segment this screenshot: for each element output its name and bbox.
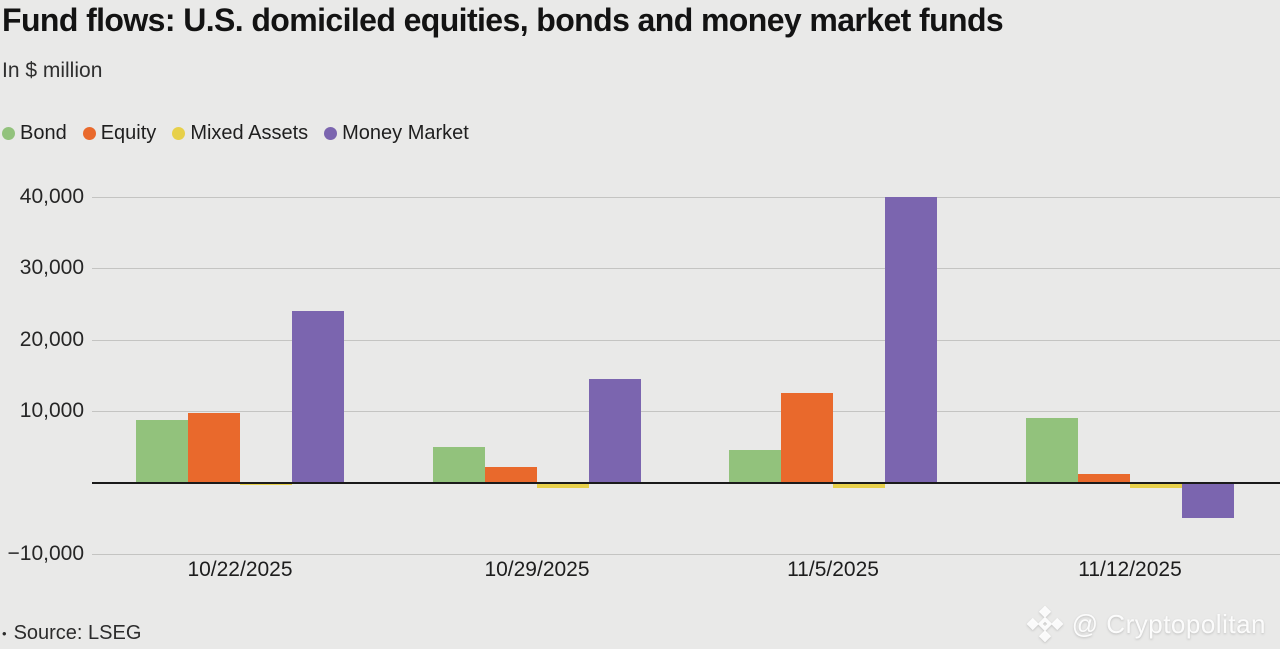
legend-dot-icon: [82, 127, 96, 140]
y-tick-label: −10,000: [7, 542, 85, 565]
bar-equity: [485, 466, 537, 483]
bar-money-market: [589, 378, 641, 483]
legend-item-money-market: Money Market: [324, 122, 469, 145]
binance-diamond-icon: [1026, 606, 1063, 642]
legend-label: Money Market: [342, 122, 469, 144]
bar-bond: [1026, 418, 1078, 483]
y-tick-label: 40,000: [19, 184, 84, 208]
y-grid-line: [92, 411, 1280, 412]
source-line: • Source: LSEG: [2, 622, 141, 645]
bullet-icon: •: [2, 625, 7, 641]
bar-equity: [1078, 473, 1130, 483]
page-title: Fund flows: U.S. domiciled equities, bon…: [2, 2, 1004, 38]
y-tick-label: 10,000: [19, 399, 84, 422]
legend-item-mixed-assets: Mixed Assets: [172, 122, 308, 145]
legend-label: Equity: [100, 122, 157, 144]
chart-unit-label: In $ million: [2, 59, 103, 82]
legend-item-bond: Bond: [2, 122, 67, 145]
bar-bond: [136, 419, 188, 483]
legend-dot-icon: [172, 127, 186, 140]
y-grid-line: [92, 268, 1280, 269]
watermark: @ Cryptopolitan: [1026, 606, 1266, 642]
watermark-text: @ Cryptopolitan: [1071, 608, 1266, 639]
bar-bond: [433, 447, 485, 483]
bar-money-market: [292, 310, 344, 483]
bar-bond: [729, 450, 781, 483]
x-tick-label: 11/12/2025: [1078, 558, 1182, 581]
x-tick-label: 10/22/2025: [187, 558, 293, 581]
x-tick-label: 10/29/2025: [484, 558, 590, 581]
bar-money-market: [1182, 482, 1234, 519]
y-tick-label: 20,000: [19, 327, 84, 351]
zero-axis-line: [92, 481, 1280, 484]
bar-equity: [188, 413, 240, 483]
legend: Bond Equity Mixed Assets Money Market: [2, 122, 469, 145]
bar-money-market: [885, 196, 937, 483]
y-grid-line: [92, 554, 1280, 555]
legend-dot-icon: [2, 127, 15, 140]
legend-dot-icon: [324, 127, 338, 140]
bar-mixed-assets: [1130, 482, 1182, 488]
y-grid-line: [92, 196, 1280, 198]
bar-mixed-assets: [833, 482, 885, 488]
bar-mixed-assets: [537, 482, 589, 489]
x-tick-label: 11/5/2025: [787, 558, 879, 581]
legend-label: Bond: [20, 122, 67, 144]
legend-item-equity: Equity: [82, 122, 157, 145]
y-tick-label: 30,000: [19, 256, 84, 279]
bar-equity: [781, 393, 833, 483]
source-text: Source: LSEG: [13, 622, 142, 644]
legend-label: Mixed Assets: [190, 122, 309, 144]
bar-mixed-assets: [240, 482, 292, 486]
y-grid-line: [92, 339, 1280, 341]
